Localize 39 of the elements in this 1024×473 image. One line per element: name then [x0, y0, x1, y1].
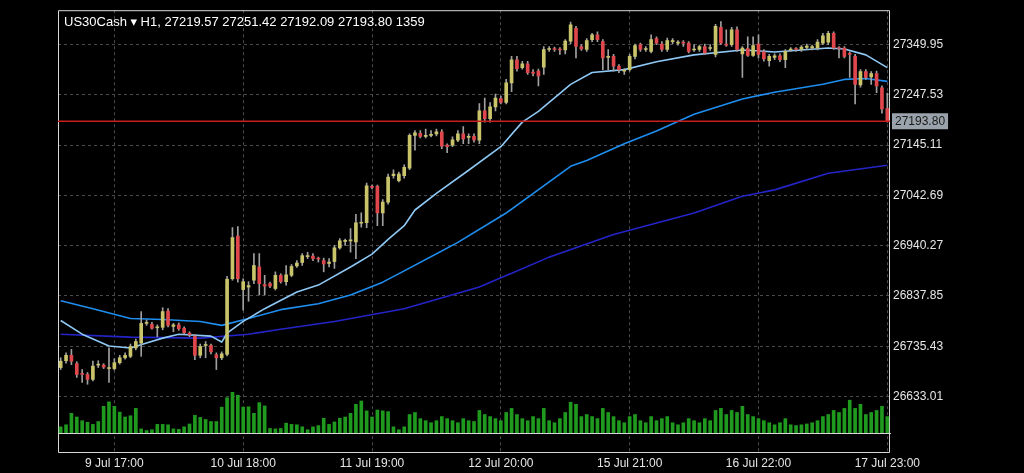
- y-tick-label: 27042.69: [893, 187, 944, 202]
- ref-line-label: 27193.80: [895, 113, 946, 128]
- x-tick-label: 17 Jul 23:00: [854, 455, 921, 470]
- x-tick-label: 15 Jul 21:00: [596, 455, 663, 470]
- bar: [144, 430, 149, 433]
- bar: [837, 412, 841, 433]
- candlestick: [708, 44, 713, 51]
- candlestick: [847, 51, 852, 78]
- y-tick-label: 26633.01: [893, 388, 944, 403]
- bar: [311, 426, 315, 433]
- candlestick: [606, 49, 611, 70]
- candlestick: [327, 258, 331, 268]
- bar: [676, 424, 680, 433]
- x-tick-label: 11 Jul 19:00: [339, 455, 405, 470]
- candlestick: [155, 324, 160, 337]
- bar: [305, 429, 310, 433]
- y-tick-label: 26837.85: [893, 288, 944, 303]
- x-tick-label: 12 Jul 20:00: [468, 455, 534, 470]
- y-tick-label: 27349.95: [893, 36, 944, 51]
- bar: [268, 428, 272, 433]
- x-tick-label: 10 Jul 18:00: [210, 455, 277, 470]
- y-tick-label: 27247.53: [893, 87, 944, 102]
- bar: [574, 403, 578, 433]
- chart-title: US30Cash ▾ H1, 27219.57 27251.42 27192.09 27193.80 1359: [64, 13, 425, 29]
- bar: [107, 401, 111, 433]
- x-tick-label: 9 Jul 17:00: [85, 455, 145, 470]
- y-tick-label: 26735.43: [893, 338, 944, 353]
- candlestick: [413, 130, 417, 151]
- bar: [472, 421, 476, 433]
- candlestick: [837, 46, 841, 59]
- y-tick-label: 27145.11: [893, 137, 943, 152]
- bar: [370, 416, 374, 433]
- bar: [209, 421, 213, 433]
- bar: [735, 412, 739, 433]
- candlestick: [869, 71, 874, 85]
- candlestick: [107, 347, 111, 383]
- x-tick-label: 16 Jul 22:00: [725, 455, 792, 470]
- bar: [633, 414, 637, 433]
- y-tick-label: 26940.27: [893, 238, 944, 253]
